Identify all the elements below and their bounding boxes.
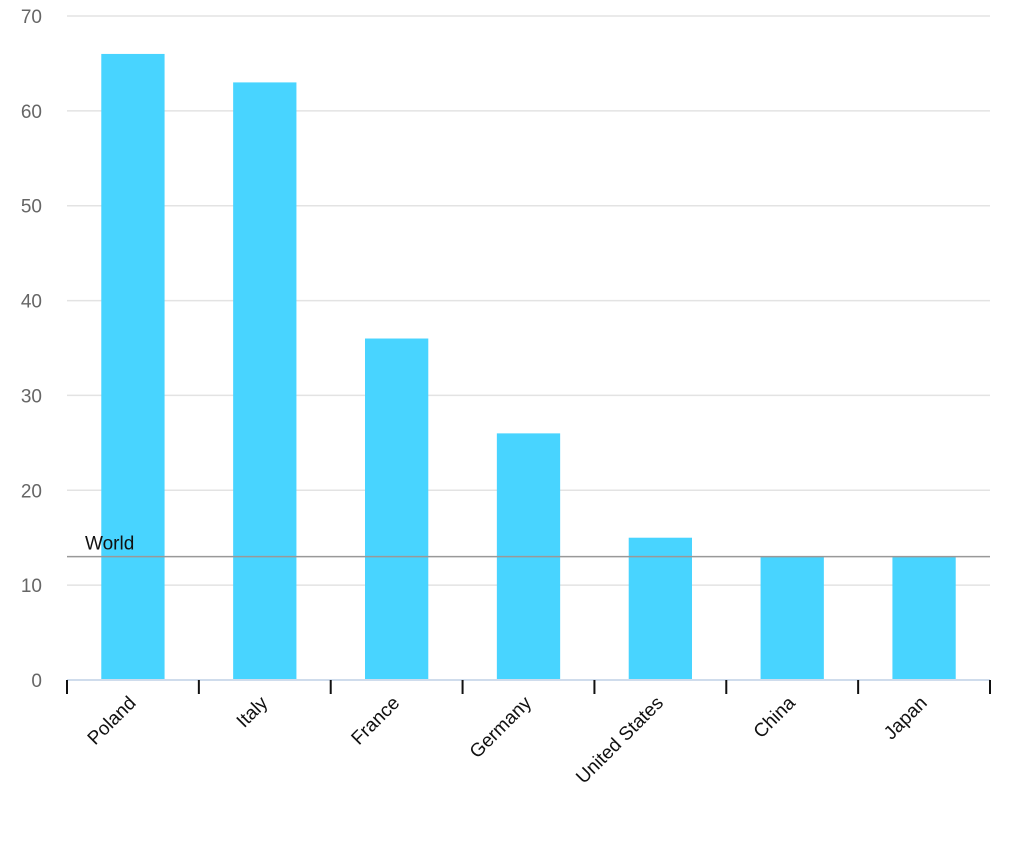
x-category-label: Poland	[84, 693, 141, 750]
reference-line-group: World	[67, 534, 990, 558]
y-tick-label: 60	[21, 102, 42, 123]
y-axis-tick-labels: 0 10 20 30 40 50 60 70	[21, 7, 42, 692]
bar	[760, 556, 824, 680]
x-category-label: France	[348, 693, 405, 750]
x-category-label: China	[750, 692, 800, 742]
x-category-label: United States	[572, 693, 668, 789]
bars	[101, 53, 956, 680]
y-tick-label: 20	[21, 481, 42, 502]
bar	[233, 82, 297, 680]
grid-lines	[67, 15, 990, 586]
y-tick-label: 0	[31, 671, 42, 692]
y-tick-label: 50	[21, 197, 42, 218]
y-tick-label: 70	[21, 7, 42, 28]
y-tick-label: 40	[21, 292, 42, 313]
x-category-label: Germany	[466, 692, 536, 762]
world-reference-label: World	[85, 534, 134, 555]
bar	[364, 338, 429, 680]
bar	[628, 537, 693, 680]
x-axis-ticks	[66, 680, 991, 694]
x-axis-category-labels: Poland Italy France Germany United States Chi…	[84, 692, 932, 788]
bar	[101, 53, 165, 680]
x-category-label: Japan	[880, 693, 931, 744]
y-tick-label: 10	[21, 576, 42, 597]
x-category-label: Italy	[233, 692, 273, 732]
y-tick-label: 30	[21, 386, 42, 407]
bar	[892, 556, 956, 680]
